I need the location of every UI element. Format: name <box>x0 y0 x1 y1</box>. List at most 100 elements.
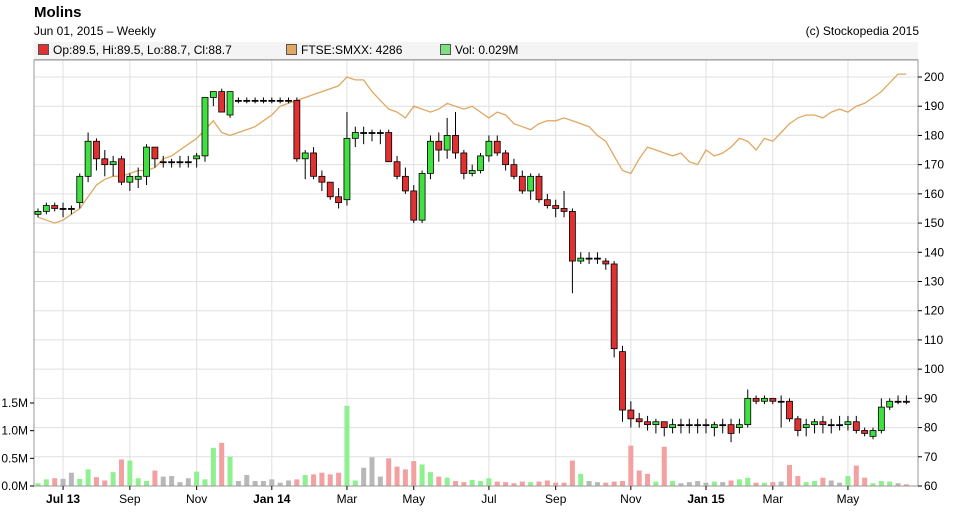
volume-bar <box>795 476 801 486</box>
candle-body <box>184 161 192 164</box>
candle <box>335 188 343 209</box>
candle <box>627 401 635 428</box>
volume-bar <box>620 481 625 486</box>
candle-body <box>786 400 793 420</box>
candle <box>869 427 877 440</box>
candle <box>744 389 752 428</box>
candle-body <box>535 175 543 201</box>
candle <box>193 152 201 168</box>
volume-bar <box>511 483 517 486</box>
candle <box>134 167 142 189</box>
volume-axis: 0.0M 0.5M 1.0M 1.5M <box>1 396 34 493</box>
price-tick-label: 150 <box>924 216 944 230</box>
volume-bar <box>636 470 642 486</box>
candle <box>518 170 526 194</box>
volume-bar <box>503 482 509 486</box>
volume-bar <box>260 481 266 486</box>
candle-body <box>260 99 267 102</box>
candle-body <box>343 137 351 201</box>
candle <box>877 398 885 434</box>
volume-bar <box>394 466 400 486</box>
ftse-series-line <box>37 73 907 224</box>
time-tick-label: Nov <box>186 492 207 506</box>
volume-bar <box>895 483 901 486</box>
candle-body <box>385 132 393 163</box>
price-tick-label: 90 <box>924 391 938 405</box>
volume-bar <box>436 476 442 486</box>
candle <box>84 132 92 183</box>
candle <box>310 147 317 180</box>
time-tick-label: Mar <box>762 492 783 506</box>
candle <box>602 258 610 270</box>
candle <box>326 181 334 200</box>
candle <box>218 88 226 113</box>
candle-body <box>869 430 877 437</box>
candle-body <box>326 181 334 198</box>
chart-frame <box>33 59 919 487</box>
candle-body <box>427 140 434 174</box>
candle <box>418 170 426 224</box>
time-tick-label: Jan 14 <box>253 492 291 506</box>
volume-bar <box>344 405 350 486</box>
chart-subtitle: Jun 01, 2015 – Weekly <box>34 24 156 38</box>
candle <box>343 112 351 206</box>
candle-body <box>903 400 910 403</box>
candle-body <box>852 421 860 431</box>
volume-bar <box>194 471 200 486</box>
candle <box>293 97 301 162</box>
candle-body <box>310 152 317 177</box>
candle <box>652 418 660 434</box>
candle <box>903 395 910 405</box>
candle-body <box>68 208 75 210</box>
volume-bar <box>361 467 367 486</box>
candle-body <box>644 421 651 426</box>
price-tick-label: 60 <box>924 479 938 493</box>
volume-bar <box>812 481 818 486</box>
candle <box>51 202 59 212</box>
volume-bar <box>127 460 133 486</box>
candle-body <box>468 170 476 174</box>
candle-body <box>477 155 484 171</box>
candle <box>435 132 443 162</box>
volume-bar <box>494 481 500 486</box>
volume-bar <box>52 478 58 486</box>
candle-body <box>318 175 326 183</box>
time-tick-label: Jul 13 <box>46 492 80 506</box>
candle <box>468 164 476 177</box>
candle <box>268 97 276 104</box>
candle <box>852 415 860 434</box>
candle-body <box>93 140 100 160</box>
candle-body <box>360 132 368 134</box>
volume-bar <box>469 479 475 486</box>
candle-body <box>268 99 276 102</box>
candle <box>477 152 484 174</box>
candle-body <box>569 210 576 262</box>
candle-body <box>485 140 493 157</box>
volume-bar <box>878 481 884 486</box>
volume-bar <box>578 473 584 486</box>
candle <box>510 158 518 180</box>
candle-body <box>368 132 376 134</box>
time-tick-label: Sep <box>545 492 567 506</box>
candle-body <box>218 91 226 113</box>
volume-bar <box>286 480 291 486</box>
volume-bar <box>144 481 150 486</box>
volume-bar <box>411 461 417 486</box>
candle <box>168 158 176 168</box>
volume-bar <box>561 482 567 486</box>
volume-bar <box>870 483 876 486</box>
time-tick-label: May <box>837 492 860 506</box>
volume-bar <box>519 481 525 486</box>
price-tick-label: 70 <box>924 450 938 464</box>
candle-body <box>669 424 676 428</box>
volume-bar <box>219 442 225 486</box>
volume-bar <box>386 458 392 486</box>
volume-bar <box>678 483 684 486</box>
volume-bar <box>202 479 208 486</box>
candle-body <box>193 155 201 160</box>
volume-bar <box>419 464 425 486</box>
volume-bar <box>60 478 66 486</box>
candle-body <box>134 175 142 180</box>
candle-body <box>727 424 735 434</box>
